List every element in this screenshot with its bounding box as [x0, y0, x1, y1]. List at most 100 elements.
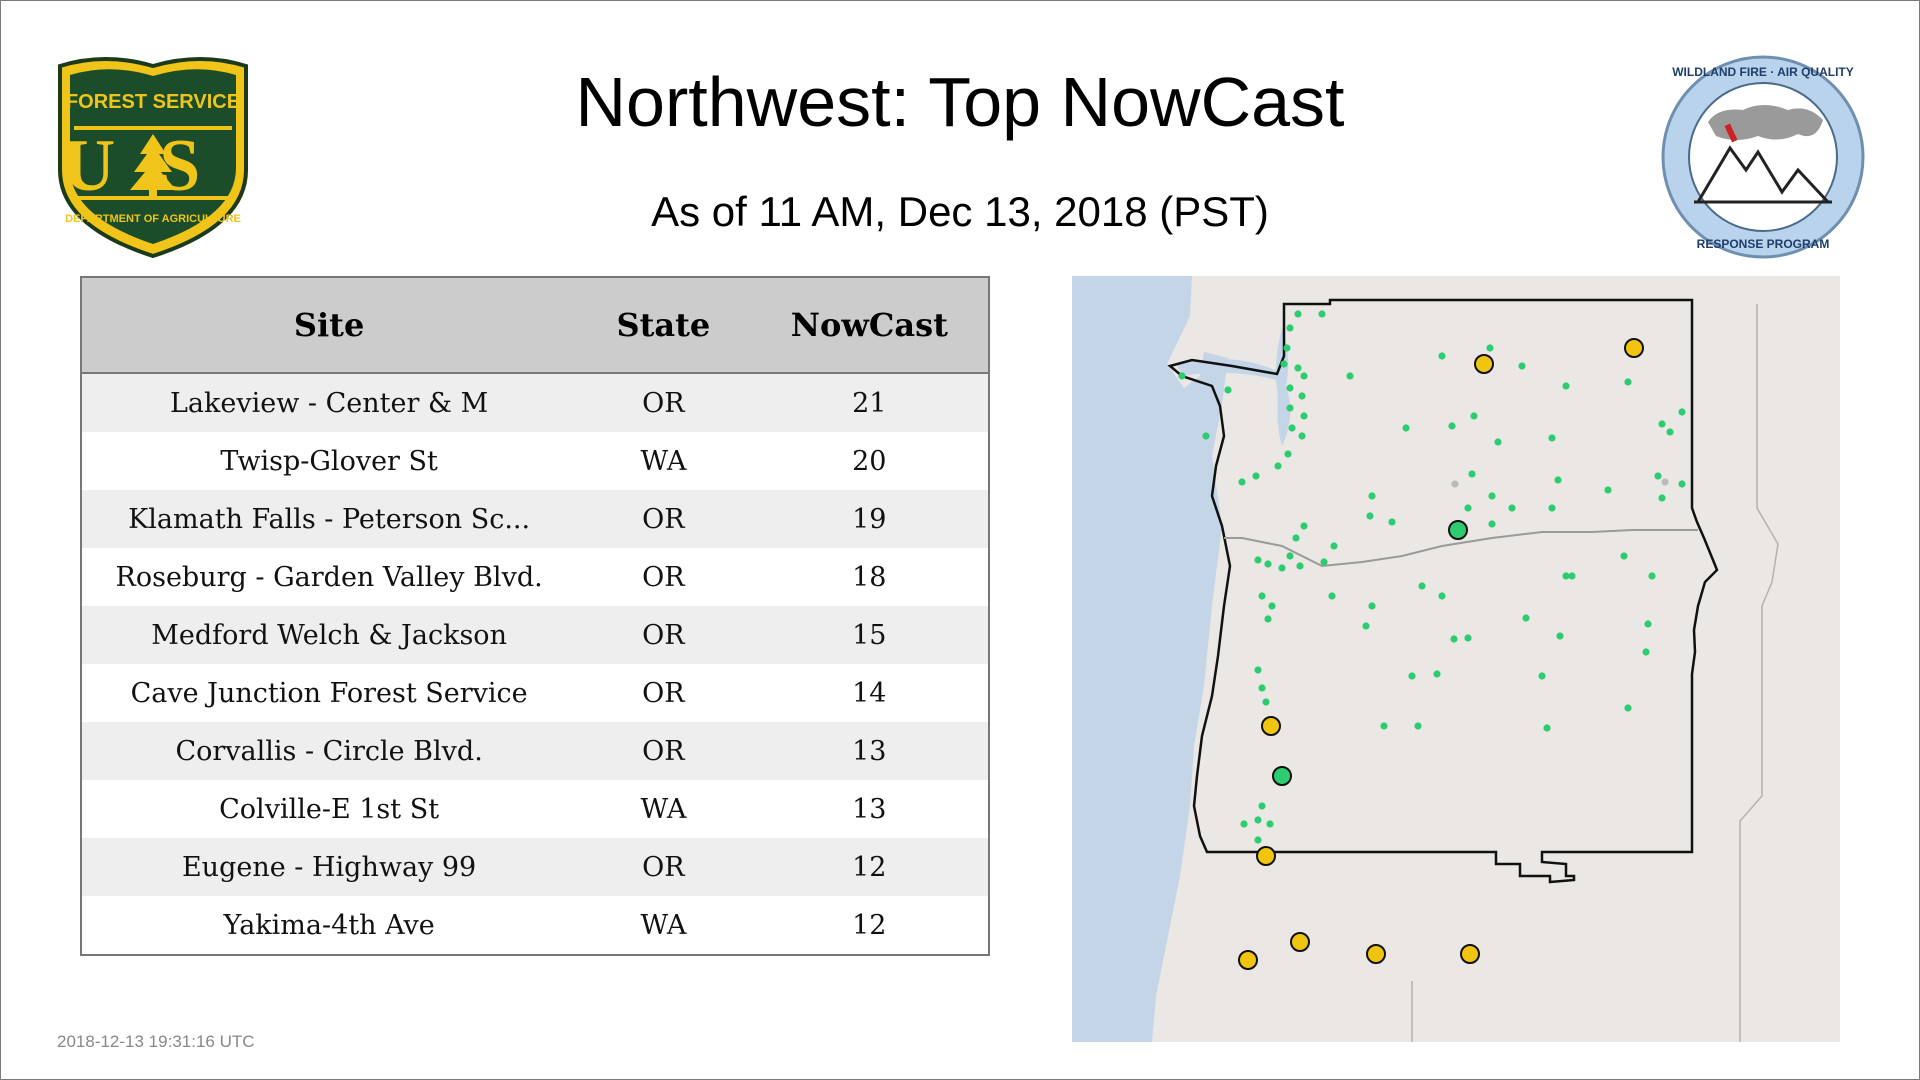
- table-row: Twisp-Glover St WA 20: [81, 432, 989, 490]
- monitor-site-marker: [1508, 504, 1516, 512]
- monitor-site-marker: [1288, 424, 1296, 432]
- monitor-site-marker: [1433, 670, 1441, 678]
- nowcast-cell: 12: [750, 896, 989, 955]
- monitor-site-marker: [1494, 438, 1502, 446]
- table-row: Cave Junction Forest Service OR 14: [81, 664, 989, 722]
- site-cell: Eugene - Highway 99: [81, 838, 577, 896]
- monitor-site-marker: [1543, 724, 1551, 732]
- logo-top-text: WILDLAND FIRE · AIR QUALITY: [1672, 65, 1854, 79]
- site-cell: Yakima-4th Ave: [81, 896, 577, 955]
- puget-sound: [1275, 328, 1291, 446]
- monitor-site-marker: [1678, 408, 1686, 416]
- monitor-site-marker: [1408, 672, 1416, 680]
- state-cell: OR: [576, 664, 751, 722]
- table-row: Roseburg - Garden Valley Blvd. OR 18: [81, 548, 989, 606]
- table-header-row: Site State NowCast: [81, 277, 989, 374]
- monitor-site-marker: [1418, 582, 1426, 590]
- table-row: Corvallis - Circle Blvd. OR 13: [81, 722, 989, 780]
- monitor-site-marker: [1300, 372, 1308, 380]
- monitor-site-marker: [1264, 615, 1272, 623]
- nowcast-cell: 14: [750, 664, 989, 722]
- monitor-site-marker: [1644, 620, 1652, 628]
- wildland-fire-logo: WILDLAND FIRE · AIR QUALITY RESPONSE PRO…: [1661, 55, 1865, 259]
- monitor-site-marker: [1380, 722, 1388, 730]
- table-row: Klamath Falls - Peterson Sc... OR 19: [81, 490, 989, 548]
- monitor-site-marker: [1266, 820, 1274, 828]
- generated-timestamp: 2018-12-13 19:31:16 UTC: [57, 1032, 255, 1051]
- monitor-site-marker: [1298, 432, 1306, 440]
- monitor-site-marker: [1414, 722, 1422, 730]
- monitor-site-marker: [1262, 698, 1270, 706]
- monitor-site-marker: [1286, 324, 1294, 332]
- monitor-site-marker: [1224, 386, 1232, 394]
- logo-bottom-text: RESPONSE PROGRAM: [1697, 237, 1830, 251]
- monitor-site-marker: [1488, 520, 1496, 528]
- logo-initials: US: [62, 125, 245, 207]
- nowcast-cell: 18: [750, 548, 989, 606]
- monitor-site-marker: [1292, 534, 1300, 542]
- monitor-site-marker: [1486, 344, 1494, 352]
- site-cell: Twisp-Glover St: [81, 432, 577, 490]
- nowcast-cell: 12: [750, 838, 989, 896]
- monitor-site-marker: [1448, 422, 1456, 430]
- state-cell: OR: [576, 722, 751, 780]
- monitor-site-marker: [1286, 552, 1294, 560]
- monitor-site-marker: [1624, 378, 1632, 386]
- monitor-site-marker: [1330, 542, 1338, 550]
- monitor-site-marker: [1294, 310, 1302, 318]
- logo-bottom-text: DEPARTMENT OF AGRICULTURE: [65, 213, 241, 225]
- monitor-site-marker: [1286, 384, 1294, 392]
- top-nowcast-site-marker: [1290, 932, 1310, 952]
- nowcast-table: Site State NowCast Lakeview - Center & M…: [80, 276, 990, 956]
- top-nowcast-site-marker: [1272, 766, 1292, 786]
- monitor-site-marker: [1252, 472, 1260, 480]
- monitor-site-marker: [1548, 504, 1556, 512]
- top-nowcast-site-marker: [1261, 716, 1281, 736]
- monitor-site-marker: [1320, 558, 1328, 566]
- state-cell: OR: [576, 373, 751, 432]
- monitor-site-marker: [1556, 632, 1564, 640]
- site-cell: Corvallis - Circle Blvd.: [81, 722, 577, 780]
- monitor-site-marker: [1488, 492, 1496, 500]
- page-title: Northwest: Top NowCast: [575, 63, 1345, 141]
- monitor-site-marker: [1258, 592, 1266, 600]
- state-cell: OR: [576, 606, 751, 664]
- monitor-site-marker: [1294, 364, 1302, 372]
- monitor-site-marker: [1470, 412, 1478, 420]
- site-cell: Klamath Falls - Peterson Sc...: [81, 490, 577, 548]
- monitor-site-marker: [1468, 470, 1476, 478]
- table-row: Medford Welch & Jackson OR 15: [81, 606, 989, 664]
- monitor-site-marker: [1538, 672, 1546, 680]
- top-nowcast-site-marker: [1238, 950, 1258, 970]
- monitor-site-marker: [1283, 344, 1291, 352]
- top-nowcast-site-marker: [1366, 944, 1386, 964]
- monitor-site-marker: [1254, 816, 1262, 824]
- monitor-site-marker: [1268, 602, 1276, 610]
- monitor-site-marker: [1300, 522, 1308, 530]
- monitor-map: [1072, 276, 1840, 1042]
- nowcast-cell: 13: [750, 722, 989, 780]
- column-header-nowcast: NowCast: [750, 277, 989, 374]
- monitor-site-marker: [1518, 362, 1526, 370]
- state-cell: OR: [576, 490, 751, 548]
- monitor-site-marker: [1258, 684, 1266, 692]
- monitor-site-marker: [1666, 428, 1674, 436]
- column-header-state: State: [576, 277, 751, 374]
- monitor-site-marker: [1264, 560, 1272, 568]
- state-cell: WA: [576, 896, 751, 955]
- monitor-site-marker: [1642, 648, 1650, 656]
- monitor-site-marker: [1280, 360, 1288, 368]
- logo-top-text: FOREST SERVICE: [66, 91, 240, 113]
- monitor-site-marker: [1562, 572, 1570, 580]
- monitor-site-marker: [1438, 352, 1446, 360]
- strait: [1177, 358, 1277, 380]
- site-cell: Roseburg - Garden Valley Blvd.: [81, 548, 577, 606]
- table-row: Lakeview - Center & M OR 21: [81, 373, 989, 432]
- pacific-ocean: [1072, 276, 1228, 1042]
- monitor-site-marker: [1450, 635, 1458, 643]
- state-cell: WA: [576, 432, 751, 490]
- monitor-site-marker: [1658, 420, 1666, 428]
- monitor-site-marker: [1438, 592, 1446, 600]
- monitor-site-marker: [1274, 462, 1282, 470]
- table-row: Colville-E 1st St WA 13: [81, 780, 989, 838]
